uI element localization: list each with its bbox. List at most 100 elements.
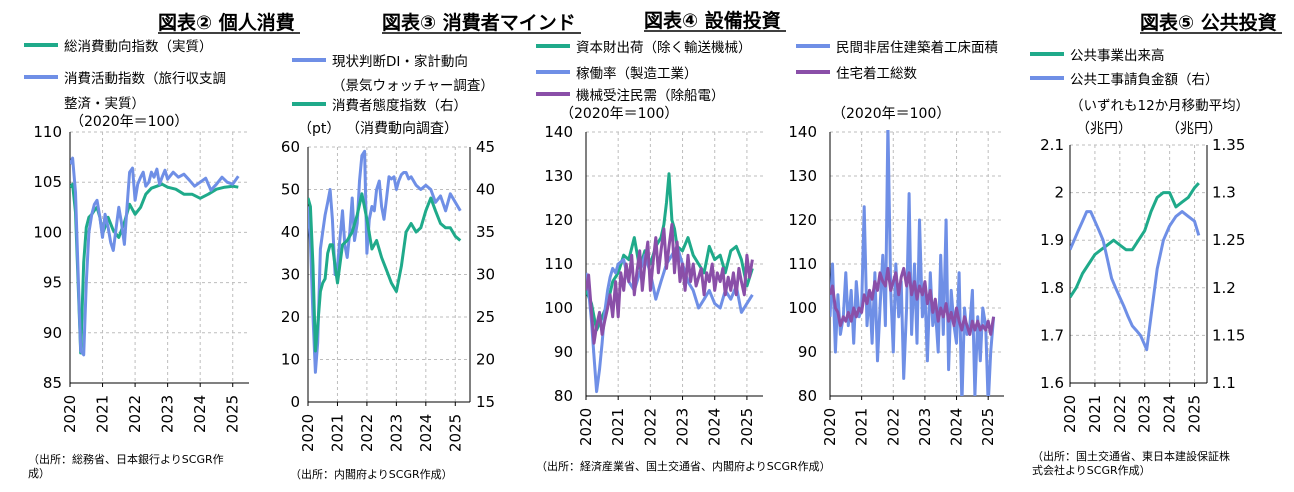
unit-label-right: （消費動向調査） — [346, 121, 458, 137]
y-tick-label: 2 — [1054, 184, 1064, 202]
x-tick-label: 2023 — [387, 414, 405, 452]
x-tick-label: 2020 — [1061, 395, 1079, 433]
y-tick-label-right: 15 — [476, 393, 495, 411]
legend-label: 現状判断DI・家計動向 — [332, 53, 468, 70]
y-tick-label: 1.9 — [1040, 231, 1064, 249]
legend-label: 民間非居住建築着工床面積 — [836, 39, 998, 56]
y-tick-label-right: 35 — [476, 223, 495, 241]
series-line-2 — [586, 244, 754, 394]
source-note: （出所：国土交通省、東日本建設保証株 — [1032, 449, 1230, 463]
y-tick-label: 110 — [544, 255, 573, 273]
y-tick-label: 10 — [281, 351, 300, 369]
y-tick-label: 130 — [544, 167, 573, 185]
x-tick-label: 2025 — [446, 414, 464, 452]
legend-label: 機械受注民需（除船電） — [576, 88, 725, 104]
unit-label-left: （2020年＝100） — [832, 106, 950, 122]
x-tick-label: 2021 — [1086, 395, 1104, 433]
x-tick-label: 2020 — [299, 414, 317, 452]
y-tick-label: 1.8 — [1040, 279, 1064, 297]
series-line-2 — [308, 192, 462, 353]
unit-label-right: （兆円） — [1166, 121, 1222, 137]
chart-title: 図表⑤ 公共投資 — [1140, 11, 1277, 34]
x-tick-label: 2021 — [94, 395, 112, 433]
y-tick-label: 100 — [544, 299, 573, 317]
x-tick-label: 2023 — [1136, 395, 1154, 433]
y-tick-label-right: 40 — [476, 181, 495, 199]
legend-label: 稼働率（製造工業） — [576, 65, 698, 82]
y-tick-label: 80 — [554, 387, 573, 405]
x-tick-label: 2022 — [884, 408, 902, 446]
x-tick-label: 2025 — [979, 408, 997, 446]
x-tick-label: 2022 — [641, 408, 659, 446]
legend-label: 総消費動向指数（実質） — [64, 39, 213, 55]
y-tick-label-right: 25 — [476, 308, 495, 326]
y-tick-label: 110 — [33, 123, 62, 141]
y-tick-label: 140 — [544, 123, 573, 141]
series-line-2 — [70, 156, 240, 357]
y-tick-label-right: 1.15 — [1212, 326, 1245, 344]
x-tick-label: 2023 — [159, 395, 177, 433]
x-tick-label: 2024 — [948, 408, 966, 446]
y-tick-label-right: 1.2 — [1212, 279, 1236, 297]
y-tick-label: 2.1 — [1040, 136, 1064, 154]
x-tick-label: 2024 — [1161, 395, 1179, 433]
y-tick-label: 0 — [290, 393, 300, 411]
legend-label: （景気ウォッチャー調査） — [332, 78, 494, 94]
x-tick-label: 2023 — [916, 408, 934, 446]
y-tick-label: 20 — [281, 308, 300, 326]
x-tick-label: 2020 — [821, 408, 839, 446]
y-tick-label: 30 — [281, 266, 300, 284]
x-tick-label: 2022 — [1111, 395, 1129, 433]
source-note: 式会社よりSCGR作成） — [1032, 463, 1151, 477]
x-tick-label: 2024 — [191, 395, 209, 433]
y-tick-label: 105 — [33, 173, 62, 191]
x-tick-label: 2021 — [853, 408, 871, 446]
chart-title: 図表② 個人消費 — [158, 11, 295, 34]
x-tick-label: 2020 — [61, 395, 79, 433]
y-tick-label-right: 1.35 — [1212, 136, 1245, 154]
y-tick-label: 120 — [788, 211, 817, 229]
unit-label-left: （兆円） — [1076, 121, 1132, 137]
y-tick-label-right: 20 — [476, 351, 495, 369]
x-tick-label: 2020 — [577, 408, 595, 446]
y-tick-label-right: 1.25 — [1212, 231, 1245, 249]
legend-label: 資本財出荷（除く輸送機械） — [576, 40, 752, 56]
unit-label-left: （2020年＝100） — [560, 106, 678, 122]
y-tick-label: 120 — [544, 211, 573, 229]
x-tick-label: 2022 — [126, 395, 144, 433]
y-tick-label: 100 — [33, 223, 62, 241]
x-tick-label: 2021 — [328, 414, 346, 452]
y-tick-label: 140 — [788, 123, 817, 141]
y-tick-label-right: 30 — [476, 266, 495, 284]
source-note: （出所：総務省、日本銀行よりSCGR作 — [28, 452, 224, 466]
legend-label: 消費活動指数（旅行収支調 — [64, 71, 226, 87]
y-tick-label: 100 — [788, 299, 817, 317]
y-tick-label: 85 — [43, 374, 62, 392]
unit-label-left: （2020年＝100） — [70, 114, 188, 130]
legend-label: 公共事業出来高 — [1070, 47, 1165, 64]
source-note: （出所：内閣府よりSCGR作成） — [290, 467, 453, 481]
source-note: （出所：経済産業省、国土交通省、内閣府よりSCGR作成） — [536, 459, 831, 473]
series-line-2 — [830, 266, 996, 336]
legend-label: 公共工事請負金額（右） — [1070, 72, 1219, 88]
y-tick-label: 95 — [43, 274, 62, 292]
y-tick-label: 50 — [281, 181, 300, 199]
x-tick-label: 2021 — [609, 408, 627, 446]
y-tick-label-right: 1.3 — [1212, 184, 1236, 202]
y-tick-label: 1.6 — [1040, 374, 1064, 392]
y-tick-label: 130 — [788, 167, 817, 185]
series-line-1 — [308, 149, 462, 374]
y-tick-label-right: 45 — [476, 138, 495, 156]
legend-label: 整済・実質） — [64, 96, 145, 112]
y-tick-label: 90 — [798, 343, 817, 361]
x-tick-label: 2023 — [674, 408, 692, 446]
x-tick-label: 2025 — [738, 408, 756, 446]
chart-title: 図表③ 消費者マインド — [382, 11, 576, 34]
x-tick-label: 2025 — [224, 395, 242, 433]
